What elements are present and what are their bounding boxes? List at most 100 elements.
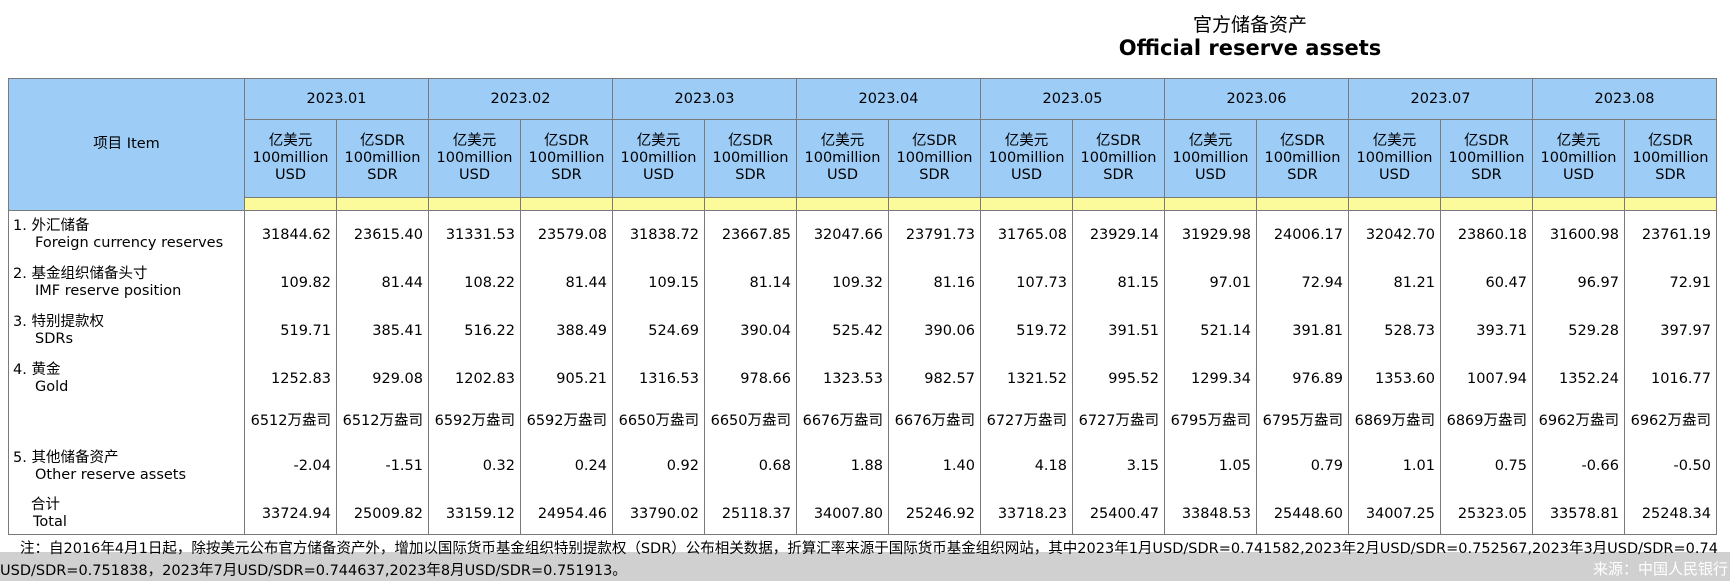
page-title-zh: 官方储备资产 xyxy=(1192,14,1307,36)
row-label-zh: 5. 其他储备资产 xyxy=(13,449,119,466)
unit-text: 亿SDR xyxy=(1096,133,1141,149)
unit-header-usd: 亿美元 100million USD xyxy=(796,119,889,198)
value-cell: 33848.53 xyxy=(1164,494,1257,535)
row-label-en: Other reserve assets xyxy=(35,466,187,483)
value-cell: 0.32 xyxy=(428,439,521,494)
row-label-zh: 4. 黄金 xyxy=(13,362,61,378)
value-cell: 976.89 xyxy=(1256,355,1349,403)
unit-header-usd: 亿美元 100million USD xyxy=(244,119,337,198)
unit-text: USD xyxy=(459,167,490,183)
value-cell: 390.06 xyxy=(888,307,981,355)
unit-text: 亿美元 xyxy=(636,133,681,149)
unit-header-usd: 亿美元 100million USD xyxy=(980,119,1073,198)
value-cell: 1316.53 xyxy=(612,355,705,403)
unit-text: USD xyxy=(1379,167,1410,183)
unit-header-sdr: 亿SDR 100million SDR xyxy=(1440,119,1533,198)
value-cell: 6592万盎司 xyxy=(428,403,521,439)
value-cell: 31844.62 xyxy=(244,210,337,259)
value-cell: 109.32 xyxy=(796,259,889,307)
value-cell: 1.01 xyxy=(1348,439,1441,494)
value-cell: 0.24 xyxy=(520,439,613,494)
unit-text: 亿美元 xyxy=(452,133,497,149)
value-cell: 390.04 xyxy=(704,307,797,355)
value-cell: 34007.80 xyxy=(796,494,889,535)
row-label-zh: 1. 外汇储备 xyxy=(13,218,90,234)
table-body: 1. 外汇储备 Foreign currency reserves 31844.62… xyxy=(8,210,1717,535)
value-cell: 32047.66 xyxy=(796,210,889,259)
table-row: 合计 Total 33724.94 25009.82 33159.12 24954.46 3… xyxy=(8,494,1717,535)
value-cell: 0.79 xyxy=(1256,439,1349,494)
value-cell: 23579.08 xyxy=(520,210,613,259)
table-row: 6512万盎司 6512万盎司 6592万盎司 6592万盎司 6650万盎司 6650万… xyxy=(8,403,1717,439)
value-cell: -0.50 xyxy=(1624,439,1717,494)
value-cell: 0.75 xyxy=(1440,439,1533,494)
unit-header-sdr: 亿SDR 100million SDR xyxy=(520,119,613,198)
row-label-en: Gold xyxy=(35,379,69,395)
separator-cell xyxy=(1164,197,1257,211)
value-cell: 81.16 xyxy=(888,259,981,307)
unit-text: 亿美元 xyxy=(268,133,313,149)
value-cell: 978.66 xyxy=(704,355,797,403)
value-cell: 23615.40 xyxy=(336,210,429,259)
value-cell: 905.21 xyxy=(520,355,613,403)
separator-cell xyxy=(1348,197,1441,211)
value-cell: 33724.94 xyxy=(244,494,337,535)
value-cell: 393.71 xyxy=(1440,307,1533,355)
unit-text: 100million xyxy=(1080,150,1157,166)
value-cell: 6962万盎司 xyxy=(1532,403,1625,439)
row-label: 4. 黄金 Gold xyxy=(8,355,245,403)
unit-text: SDR xyxy=(919,167,950,183)
unit-text: 100million xyxy=(436,150,513,166)
unit-text: USD xyxy=(1011,167,1042,183)
value-cell: 23929.14 xyxy=(1072,210,1165,259)
row-label: 3. 特别提款权 SDRs xyxy=(8,307,245,355)
reserve-table-wrapper: 项目 Item 2023.01 2023.02 2023.03 2023.04 2023… xyxy=(8,78,1730,535)
value-cell: 3.15 xyxy=(1072,439,1165,494)
value-cell: 6512万盎司 xyxy=(244,403,337,439)
value-cell: 929.08 xyxy=(336,355,429,403)
value-cell: 995.52 xyxy=(1072,355,1165,403)
unit-header-row: 亿美元 100million USD 亿SDR 100million SDR 亿美元 100m… xyxy=(8,119,1717,198)
value-cell: 1352.24 xyxy=(1532,355,1625,403)
separator-cell xyxy=(980,197,1073,211)
value-cell: 23761.19 xyxy=(1624,210,1717,259)
page-title-en: Official reserve assets xyxy=(1118,36,1382,60)
unit-text: 亿SDR xyxy=(360,133,405,149)
value-cell: 1.40 xyxy=(888,439,981,494)
value-cell: 6869万盎司 xyxy=(1440,403,1533,439)
value-cell: 1007.94 xyxy=(1440,355,1533,403)
unit-text: 100million xyxy=(896,150,973,166)
footer-bar xyxy=(0,552,1730,581)
value-cell: 81.21 xyxy=(1348,259,1441,307)
value-cell: 23860.18 xyxy=(1440,210,1533,259)
unit-text: 100million xyxy=(252,150,329,166)
row-label-en: Foreign currency reserves xyxy=(35,235,224,251)
value-cell: 60.47 xyxy=(1440,259,1533,307)
separator-row xyxy=(9,197,1717,211)
month-header: 2023.07 xyxy=(1348,78,1533,120)
unit-text: 100million xyxy=(1540,150,1617,166)
unit-header-sdr: 亿SDR 100million SDR xyxy=(1624,119,1717,198)
separator-cell xyxy=(796,197,889,211)
value-cell: 6869万盎司 xyxy=(1348,403,1441,439)
value-cell: 1321.52 xyxy=(980,355,1073,403)
row-label-en: IMF reserve position xyxy=(35,283,182,299)
value-cell: 25246.92 xyxy=(888,494,981,535)
unit-header-sdr: 亿SDR 100million SDR xyxy=(704,119,797,198)
value-cell: 33718.23 xyxy=(980,494,1073,535)
unit-text: USD xyxy=(275,167,306,183)
note-line-2: USD/SDR=0.751838，2023年7月USD/SDR=0.744637… xyxy=(0,563,627,579)
unit-text: 亿SDR xyxy=(1464,133,1509,149)
table-row: 5. 其他储备资产 Other reserve assets -2.04 -1.51 0… xyxy=(8,439,1717,494)
value-cell: 0.68 xyxy=(704,439,797,494)
unit-text: USD xyxy=(643,167,674,183)
unit-header-usd: 亿美元 100million USD xyxy=(1164,119,1257,198)
value-cell: 521.14 xyxy=(1164,307,1257,355)
row-label: 1. 外汇储备 Foreign currency reserves xyxy=(8,210,245,259)
separator-cell xyxy=(888,197,981,211)
value-cell: 397.97 xyxy=(1624,307,1717,355)
month-header: 2023.01 xyxy=(244,78,429,120)
reserve-table: 项目 Item 2023.01 2023.02 2023.03 2023.04 2023… xyxy=(8,78,1717,535)
value-cell: 33578.81 xyxy=(1532,494,1625,535)
value-cell: 6795万盎司 xyxy=(1164,403,1257,439)
